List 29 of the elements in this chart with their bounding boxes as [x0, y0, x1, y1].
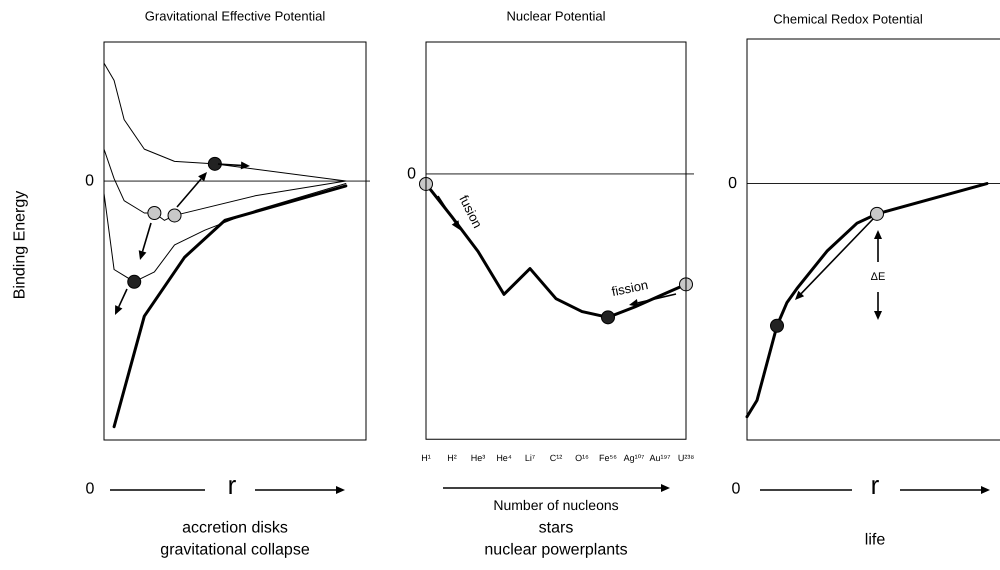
x-tick-label: H² [447, 453, 457, 464]
x-tick-label: Li⁷ [524, 453, 536, 464]
annotation: fission [610, 277, 650, 300]
chart-title: Chemical Redox Potential [773, 12, 923, 27]
x-tick-label: Au¹⁹⁷ [649, 453, 671, 464]
x-tick-label: Ag¹⁰⁷ [624, 453, 644, 464]
x-axis-title: r [228, 470, 237, 500]
text: accretion disks gravitational collapse [160, 519, 310, 558]
ref-line-label: 0 [85, 172, 94, 190]
text: stars nuclear powerplants [484, 519, 628, 558]
ref-line-label: 0 [407, 165, 416, 182]
x-tick-label: C¹² [550, 453, 562, 464]
x-tick-label: O¹⁶ [575, 453, 590, 464]
y-axis-title: Binding Energy [11, 190, 28, 300]
text: life [864, 531, 886, 548]
x-tick-label: U²³⁸ [678, 453, 694, 464]
x-tick-label: He³ [470, 453, 486, 464]
ref-line-label: 0 [728, 174, 738, 192]
x-axis-title: r [870, 470, 880, 500]
chart-title: Nuclear Potential [506, 8, 606, 24]
annotation: ΔE [870, 271, 886, 284]
x-tick-label: He⁴ [496, 453, 512, 464]
chart-title: Gravitational Effective Potential [144, 8, 326, 24]
x-tick-label: H¹ [421, 453, 431, 464]
x-axis-title: Number of nucleons [493, 496, 619, 513]
text: 0 [86, 480, 95, 498]
text: 0 [732, 480, 741, 498]
x-tick-label: Fe⁵⁶ [599, 453, 618, 464]
annotation: fusion [456, 192, 486, 230]
